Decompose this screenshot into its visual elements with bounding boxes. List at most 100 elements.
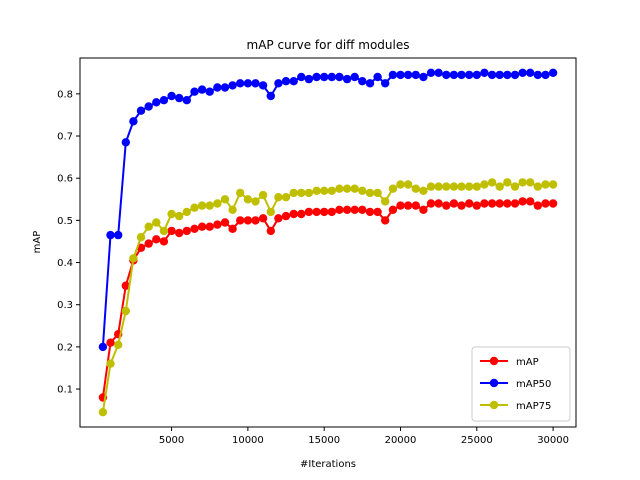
data-point <box>144 239 153 248</box>
data-point <box>388 70 398 80</box>
y-tick-label: 0.1 <box>57 385 73 396</box>
legend: mAP mAP50 mAP75 <box>471 346 571 422</box>
data-point <box>251 216 260 225</box>
data-point <box>144 102 153 111</box>
data-point <box>159 237 169 246</box>
data-point <box>526 178 535 187</box>
data-point <box>243 195 253 204</box>
data-point <box>419 186 428 195</box>
data-point <box>106 359 115 368</box>
x-tick-label: 15000 <box>308 435 340 446</box>
data-point <box>449 182 459 191</box>
data-point <box>320 207 329 217</box>
data-point <box>518 68 527 78</box>
data-point <box>442 201 451 210</box>
data-point <box>220 218 230 227</box>
data-point <box>159 96 169 105</box>
data-point <box>266 226 275 236</box>
data-point <box>205 87 214 96</box>
data-point <box>495 199 504 208</box>
data-point <box>327 186 336 195</box>
data-point <box>365 207 375 217</box>
data-point <box>289 209 298 219</box>
data-point <box>350 205 359 214</box>
data-point <box>487 199 497 208</box>
x-tick-label: 30000 <box>537 435 569 446</box>
y-axis-label: mAP <box>32 231 43 254</box>
data-point <box>167 91 176 101</box>
data-point <box>274 79 283 88</box>
data-point <box>495 70 504 80</box>
data-point <box>480 68 489 78</box>
data-point <box>526 197 535 206</box>
data-point <box>503 70 512 80</box>
data-point <box>228 205 237 214</box>
data-point <box>449 70 459 80</box>
data-point <box>403 201 413 210</box>
data-point <box>365 188 375 198</box>
data-point <box>251 79 260 88</box>
data-point <box>182 96 191 105</box>
data-point <box>106 338 115 347</box>
data-point <box>350 72 359 82</box>
data-point <box>297 72 306 82</box>
data-point <box>495 182 504 191</box>
data-point <box>129 117 138 126</box>
data-point <box>426 199 436 208</box>
legend-label-mAP75: mAP75 <box>516 401 551 412</box>
data-point <box>144 222 153 231</box>
data-point <box>236 188 245 198</box>
data-point <box>358 205 367 214</box>
data-point <box>98 408 108 417</box>
data-point <box>258 214 268 223</box>
data-point <box>381 79 390 88</box>
data-point <box>152 98 161 107</box>
data-point <box>510 70 520 80</box>
data-point <box>213 199 222 208</box>
y-tick-label: 0.3 <box>57 300 73 311</box>
data-point <box>213 220 222 229</box>
data-point <box>465 70 474 80</box>
data-point <box>548 199 558 208</box>
data-point <box>236 216 245 225</box>
data-point <box>312 207 321 217</box>
data-point <box>114 340 123 349</box>
legend-label-mAP: mAP <box>516 357 539 368</box>
data-point <box>503 178 512 187</box>
data-point <box>426 182 436 191</box>
y-axis: 0.1 0.2 0.3 0.4 0.5 0.6 0.7 0.8 <box>57 89 80 396</box>
data-point <box>297 188 306 198</box>
data-point <box>106 230 115 240</box>
data-point <box>381 197 390 206</box>
data-point <box>541 199 550 208</box>
data-point <box>472 201 481 210</box>
data-point <box>129 254 138 263</box>
data-point <box>175 228 184 238</box>
data-point <box>213 83 222 92</box>
data-point <box>243 79 253 88</box>
data-point <box>358 77 367 86</box>
data-point <box>274 193 283 202</box>
x-tick-label: 10000 <box>232 435 264 446</box>
data-point <box>526 68 535 78</box>
data-point <box>426 68 436 78</box>
data-point <box>121 281 130 290</box>
data-point <box>289 188 298 198</box>
data-point <box>281 193 291 202</box>
data-point <box>304 188 314 198</box>
data-point <box>434 68 443 78</box>
data-point <box>182 207 191 217</box>
data-point <box>342 205 352 214</box>
data-point <box>381 216 390 225</box>
data-point <box>548 68 558 78</box>
data-point <box>487 70 497 80</box>
data-point <box>518 197 527 206</box>
data-point <box>518 178 527 187</box>
data-point <box>197 201 207 210</box>
y-tick-label: 0.5 <box>57 216 73 227</box>
data-point <box>205 201 214 210</box>
data-point <box>365 79 375 88</box>
x-tick-label: 20000 <box>385 435 417 446</box>
data-point <box>411 70 420 80</box>
data-point <box>373 72 382 82</box>
